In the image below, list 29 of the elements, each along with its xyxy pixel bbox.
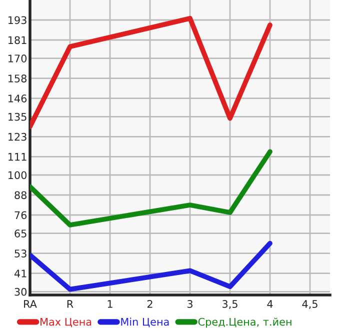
y-tick-label: 76	[14, 211, 27, 220]
x-tick-label: R	[67, 300, 74, 308]
y-tick-label: 88	[14, 191, 27, 200]
legend-label: Max Цена	[40, 318, 92, 328]
y-tick-label: 170	[8, 54, 27, 62]
y-tick-label: 100	[8, 171, 27, 180]
y-tick-label: 193	[8, 16, 26, 24]
x-tick-label: 4,5	[302, 300, 318, 309]
line-series	[30, 16, 272, 130]
x-tick-label: RA	[24, 300, 37, 308]
legend-label: Min Цена	[121, 318, 169, 328]
y-tick-label: 146	[8, 94, 27, 102]
x-tick-label: 4	[267, 300, 273, 308]
x-tick-label: 3	[187, 300, 192, 308]
y-tick-label: 181	[8, 36, 26, 44]
y-tick-label: 123	[8, 132, 26, 141]
y-tick-label: 158	[8, 74, 27, 82]
x-tick-label: 1	[108, 300, 112, 308]
x-tick-label: 2	[147, 300, 152, 308]
y-tick-label: 111	[8, 153, 26, 161]
y-tick-label: 41	[14, 270, 26, 278]
line-series	[30, 149, 272, 228]
y-tick-label: 53	[14, 250, 26, 258]
y-tick-label: 65	[14, 230, 26, 238]
y-tick-label: 30	[14, 288, 27, 296]
line-series	[30, 240, 272, 292]
legend-label: Сред.Цена, т.йен	[198, 318, 292, 328]
y-tick-label: 135	[8, 112, 26, 121]
x-tick-label: 3,5	[222, 300, 238, 309]
